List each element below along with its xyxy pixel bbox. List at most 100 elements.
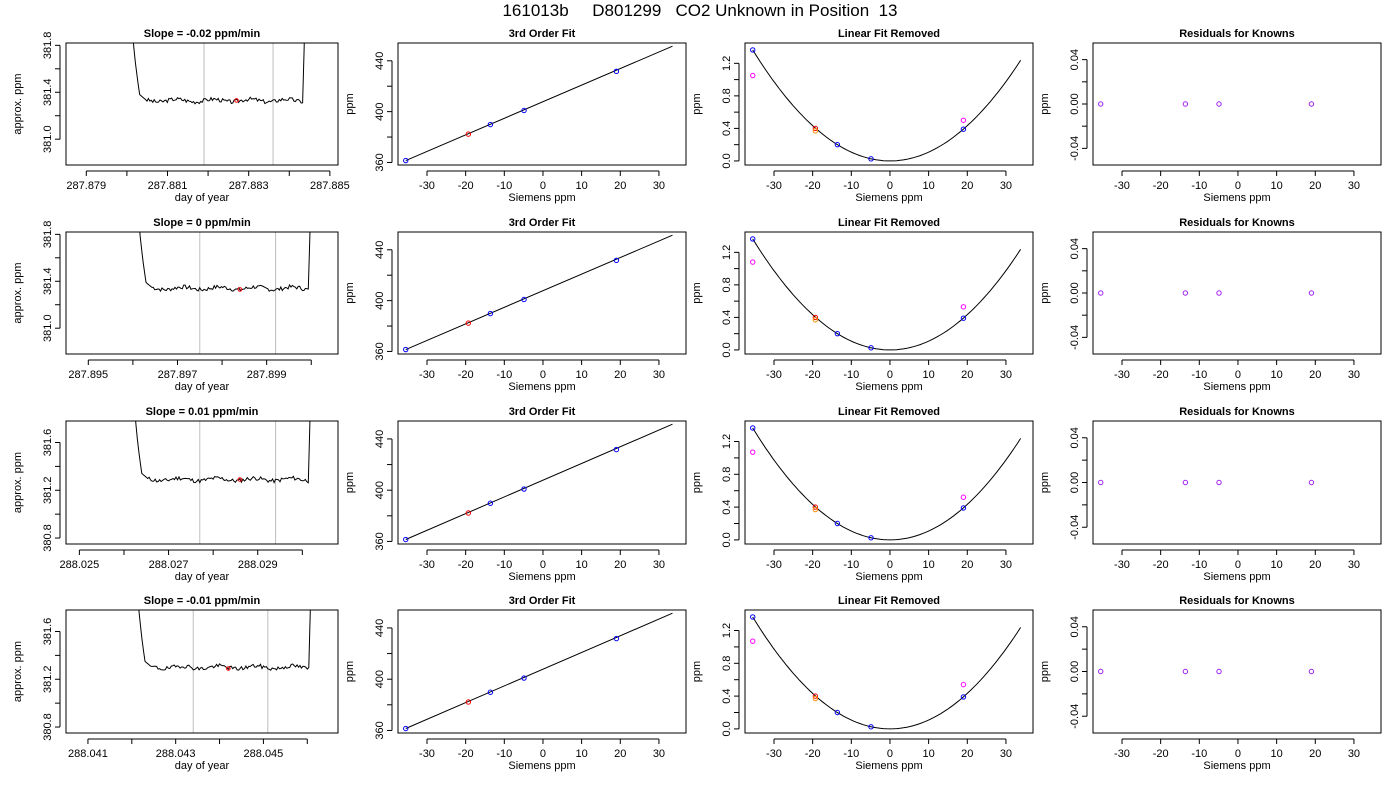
data-point: [868, 535, 874, 541]
y-tick-label: 381.8: [42, 221, 54, 249]
y-tick-label: 381.4: [42, 79, 54, 107]
x-tick-label: 20: [614, 559, 626, 571]
x-tick-label: 10: [922, 180, 934, 192]
data-point: [1182, 290, 1189, 296]
x-tick-label: -20: [805, 559, 821, 571]
x-tick-label: 0: [540, 180, 546, 192]
x-tick-label: -20: [458, 369, 474, 381]
x-tick-label: 0: [1235, 369, 1241, 381]
x-tick-label: 288.045: [244, 748, 284, 760]
x-tick-label: 30: [1000, 559, 1012, 571]
y-tick-label: 1.2: [721, 56, 733, 71]
y-tick-label: 0.0: [721, 153, 733, 168]
plot-frame: [744, 609, 1034, 734]
x-tick-label: 20: [614, 180, 626, 192]
data-point: [403, 157, 409, 164]
data-point: [750, 449, 756, 455]
x-tick-label: 288.043: [156, 748, 196, 760]
fit-curve: [752, 49, 1022, 162]
x-tick-label: 20: [1309, 748, 1321, 760]
y-tick-label: 360: [374, 153, 386, 171]
y-tick-label: 0.04: [1069, 616, 1081, 637]
x-tick-label: -30: [419, 559, 435, 571]
y-tick-label: 0.4: [721, 310, 733, 325]
y-axis-label: approx. ppm: [12, 73, 24, 134]
data-point: [812, 504, 819, 510]
y-axis-label: approx. ppm: [12, 262, 24, 323]
data-point: [487, 310, 494, 317]
x-tick-label: -20: [1153, 559, 1169, 571]
x-axis-label: Siemens ppm: [508, 571, 575, 583]
plot-frame: [744, 231, 1034, 355]
y-tick-label: 381.8: [42, 32, 54, 60]
data-point: [521, 675, 527, 681]
y-tick-label: 0.04: [1069, 427, 1081, 448]
x-tick-label: -30: [419, 180, 435, 192]
fit-line: [405, 423, 673, 540]
plot-frame: [397, 231, 687, 355]
x-tick-label: 10: [1270, 180, 1282, 192]
data-trace: [138, 610, 311, 671]
x-axis-label: day of year: [175, 381, 230, 393]
data-point: [960, 681, 967, 688]
data-point: [868, 156, 874, 162]
x-tick-label: -30: [1114, 369, 1130, 381]
y-tick-label: -0.04: [1069, 325, 1081, 350]
x-tick-label: 20: [961, 369, 973, 381]
data-point: [1098, 668, 1104, 675]
y-tick-label: 0.0: [721, 721, 733, 736]
data-point: [812, 693, 819, 699]
panel-title: Linear Fit Removed: [838, 406, 940, 418]
data-point: [613, 446, 620, 453]
data-point: [960, 494, 967, 500]
x-tick-label: 287.899: [247, 369, 287, 381]
y-tick-label: 0.4: [721, 121, 733, 136]
fit-line: [405, 45, 673, 162]
plot-frame: [65, 231, 339, 355]
x-tick-label: 30: [1000, 369, 1012, 381]
data-point: [812, 125, 819, 132]
data-point: [1308, 101, 1315, 107]
x-axis-label: Siemens ppm: [508, 760, 575, 772]
fit-line: [405, 234, 673, 351]
panel-title: 3rd Order Fit: [509, 28, 576, 40]
x-tick-label: 30: [1348, 180, 1360, 192]
x-tick-label: 10: [922, 369, 934, 381]
x-tick-label: 10: [575, 369, 587, 381]
y-tick-label: 0.04: [1069, 238, 1081, 259]
y-tick-label: 400: [374, 670, 386, 688]
y-tick-label: 440: [374, 430, 386, 448]
x-tick-label: 10: [922, 559, 934, 571]
y-tick-label: 360: [374, 532, 386, 550]
data-point: [812, 695, 819, 702]
x-tick-label: -10: [1191, 369, 1207, 381]
x-tick-label: 287.897: [158, 369, 198, 381]
x-tick-label: 20: [961, 748, 973, 760]
data-point: [1308, 479, 1315, 486]
x-tick-label: -30: [766, 559, 782, 571]
y-tick-label: 381.2: [42, 476, 54, 504]
y-tick-label: 381.4: [42, 268, 54, 296]
x-axis-label: day of year: [175, 192, 230, 204]
panel-title: Slope = -0.01 ppm/min: [144, 595, 261, 607]
data-point: [960, 505, 967, 511]
data-point: [403, 725, 409, 732]
x-axis-label: day of year: [175, 571, 230, 583]
y-tick-label: 0.0: [721, 532, 733, 547]
x-axis-label: Siemens ppm: [1203, 571, 1270, 583]
panel-title: Residuals for Knowns: [1179, 28, 1295, 40]
page-title: 161013b D801299 CO2 Unknown in Position …: [502, 1, 898, 20]
x-tick-label: 287.881: [148, 180, 188, 192]
mean-point: [237, 477, 243, 482]
x-axis-label: Siemens ppm: [855, 760, 922, 772]
y-tick-label: 400: [374, 102, 386, 120]
x-tick-label: -20: [1153, 180, 1169, 192]
panel-title: 3rd Order Fit: [509, 406, 576, 418]
fit-curve: [752, 427, 1022, 541]
y-axis-label: ppm: [691, 282, 703, 303]
x-tick-label: 0: [540, 369, 546, 381]
y-tick-label: 440: [374, 619, 386, 637]
data-point: [1182, 479, 1189, 486]
x-tick-label: -20: [458, 559, 474, 571]
fit-curve: [752, 238, 1022, 351]
